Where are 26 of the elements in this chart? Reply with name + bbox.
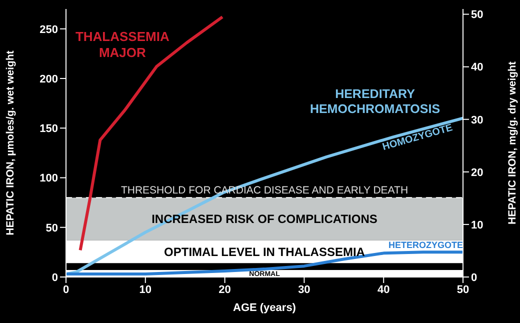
annotation: HEREDITARY HEMOCHROMATOSIS (310, 87, 440, 116)
series-label: THALASSEMIA MAJOR (75, 28, 170, 60)
x-tick-label: 10 (139, 284, 152, 296)
y2-axis-title: HEPATIC IRON, mg/g. dry weight (506, 61, 519, 224)
y2-tick-label: 30 (471, 114, 484, 126)
x-tick-label: 50 (456, 284, 470, 296)
x-tick-label: 20 (218, 284, 231, 296)
y-axis-title: HEPATIC IRON, µmoles/g. wet weight (4, 50, 17, 236)
x-tick-label: 30 (298, 284, 310, 296)
band-label: INCREASED RISK OF COMPLICATIONS (152, 212, 378, 226)
y-tick-label: 100 (40, 172, 58, 185)
y-tick-label: 200 (40, 73, 58, 86)
series-label: HETEROZYGOTE (388, 240, 463, 250)
y-tick-label: 50 (46, 222, 58, 234)
y2-tick-label: 10 (471, 219, 484, 232)
y2-tick-label: 50 (471, 9, 484, 22)
y2-tick-label: 0 (471, 272, 478, 284)
x-tick-label: 40 (377, 284, 390, 296)
y-tick-label: 250 (40, 24, 58, 36)
y-tick-label: 150 (40, 123, 58, 136)
x-axis-title: AGE (years) (233, 302, 296, 314)
band-label: OPTIMAL LEVEL IN THALASSEMIA (164, 244, 366, 259)
y-tick-label: 0 (52, 272, 58, 284)
y2-tick-label: 40 (471, 62, 484, 74)
y2-tick-label: 20 (471, 166, 484, 179)
x-tick-label: 0 (62, 284, 70, 296)
